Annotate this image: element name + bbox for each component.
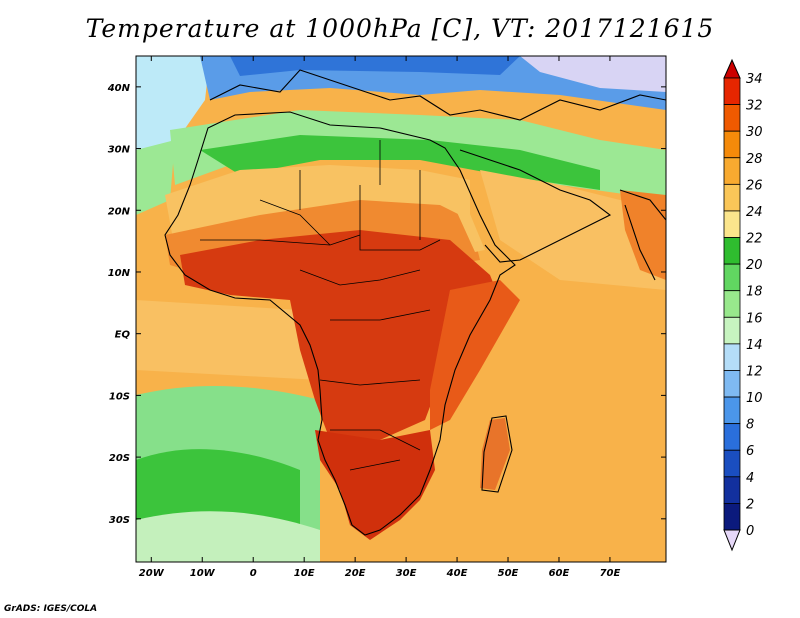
europe-coastline [209,69,666,121]
europe-deep-cold [230,56,520,76]
country-borders [200,140,441,471]
colorbar-label: 12 [746,364,763,379]
atlantic-warm-band [136,300,320,380]
map-title: Temperature at 1000hPa [C], VT: 20171216… [85,14,715,43]
colorbar-segment [723,263,741,292]
lat-tick-label: 20N [108,206,131,217]
lon-tick-label: 10W [190,568,216,579]
lat-tick-label: 30S [109,515,130,526]
colorbar-segment [723,449,741,478]
colorbar-segment [723,370,741,398]
india-hot [620,190,666,280]
lat-tick-label: 40N [107,83,131,94]
colorbar-bottom-arrow [723,529,741,552]
lat-tick-label: 20S [109,453,130,464]
lon-tick-label: 20E [345,568,366,579]
colorbar-label: 24 [746,205,763,220]
colorbar-segment [723,210,741,238]
colorbar-label: 32 [746,99,763,114]
central-africa-hot [180,230,500,440]
map-frame [135,55,667,563]
colorbar-segment [723,237,741,265]
colorbar-label: 16 [746,311,763,326]
lon-tick-label: 60E [549,568,570,579]
coastlines [164,69,666,536]
colorbar-label: 2 [746,497,754,512]
lon-tick-label: 10E [294,568,315,579]
credit-text: GrADS: IGES/COLA [4,604,98,614]
colorbar-label: 26 [746,178,763,193]
lat-tick-label: 30N [108,145,131,156]
east-africa-warm [430,280,520,430]
india-coastline [619,189,666,281]
colorbar-label: 4 [746,471,754,486]
colorbar-label: 10 [746,391,763,406]
lon-tick-label: 30E [396,568,417,579]
arctic-pale [520,56,666,92]
lat-tick-label: EQ [115,330,131,341]
south-atlantic-pale [136,511,320,562]
north-atlantic-cool [136,56,210,160]
lat-tick-label: 10S [109,391,130,402]
lon-tick-label: 50E [498,568,519,579]
map-area [136,56,666,562]
colorbar-label: 18 [746,285,763,300]
colorbar-top-arrow [723,58,741,79]
latitude-axis: 40N 30N 20N 10N EQ 10S 20S 30S [107,83,666,526]
colorbar-label: 28 [746,152,763,167]
arabia-warm [480,170,666,290]
colorbar-segment [723,396,741,425]
colorbar-segment [723,316,741,345]
colorbar-label: 6 [746,444,754,459]
longitude-axis: 20W 10W 0 10E 20E 30E 40E 50E 60E 70E [139,56,621,579]
colorbar-label: 8 [746,418,754,433]
mediterranean-green [200,135,600,190]
africa-coastline [164,111,516,536]
colorbar-segment [723,157,741,185]
colorbar-segment [723,183,741,212]
red-sea [440,175,485,252]
lon-tick-label: 0 [250,568,257,579]
southern-africa-hot [315,430,435,540]
colorbar-label: 34 [746,72,763,87]
lat-tick-label: 10N [108,268,131,279]
colorbar-segment [723,290,741,318]
colorbar-label: 30 [746,125,763,140]
colorbar-segment [723,423,741,451]
colorbar-label: 0 [746,524,754,539]
arabia-coastline [459,149,612,263]
lon-tick-label: 40E [446,568,468,579]
colorbar-segment [723,77,741,105]
colorbar-segment [723,503,741,531]
colorbar-segment [723,130,741,159]
colorbar-segment [723,104,741,132]
madagascar-outline [481,415,513,493]
colorbar-label: 14 [746,338,763,353]
lon-tick-label: 20W [139,568,165,579]
colorbar-segment [723,343,741,371]
lon-tick-label: 70E [600,568,621,579]
colorbar-label: 22 [746,232,763,247]
colorbar-segment [723,476,741,504]
colorbar-label: 20 [746,258,763,273]
